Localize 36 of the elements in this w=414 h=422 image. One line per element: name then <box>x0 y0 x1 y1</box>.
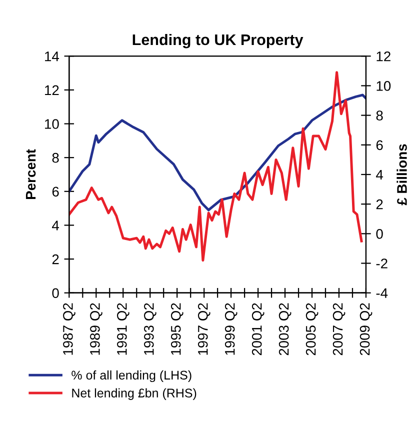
x-tick-label: 2003 Q2 <box>278 303 292 356</box>
y-tick-label: 6 <box>52 186 59 197</box>
x-tick-label: 1993 Q2 <box>144 303 156 355</box>
y-tick-label: 2 <box>52 254 59 264</box>
y2-tick-label: -2 <box>376 258 388 268</box>
x-tick-label: 2007 Q2 <box>332 303 346 356</box>
legend-label: Net lending £bn (RHS) <box>72 388 196 400</box>
y2-tick-label: 8 <box>376 110 383 120</box>
line-series <box>69 71 363 262</box>
line-series <box>69 94 366 212</box>
legend-label: % of all lending (LHS) <box>72 370 192 382</box>
x-tick-label: 1991 Q2 <box>117 303 130 355</box>
y2-tick-label: -4 <box>376 288 388 298</box>
x-tick-label: 1987 Q2 <box>63 303 76 355</box>
x-tick-label: 1995 Q2 <box>170 303 184 355</box>
y-tick-label: 12 <box>45 85 59 95</box>
x-tick-label: 1999 Q2 <box>224 303 238 355</box>
y2-tick-label: 6 <box>376 140 383 150</box>
y-tick-label: 0 <box>52 288 59 298</box>
y-tick-label: 14 <box>45 52 60 62</box>
x-tick-label: 2009 Q2 <box>360 303 372 356</box>
y2-tick-label: 4 <box>376 170 384 180</box>
y2-tick-label: 10 <box>376 81 391 91</box>
y2-tick-label: 2 <box>376 199 383 210</box>
y-axis-title: Percent <box>26 149 36 200</box>
y-tick-label: 4 <box>52 220 60 230</box>
y-tick-label: 8 <box>52 152 59 163</box>
chart-title: Lending to UK Property <box>132 34 304 48</box>
y2-tick-label: 0 <box>376 229 383 239</box>
y-tick-label: 10 <box>45 119 59 129</box>
y2-tick-label: 12 <box>376 51 390 62</box>
x-tick-label: 1997 Q2 <box>198 303 210 355</box>
x-tick-label: 2005 Q2 <box>306 303 318 356</box>
y2-axis-title: £ Billions <box>396 144 407 206</box>
x-tick-label: 2001 Q2 <box>252 303 264 356</box>
x-tick-label: 1989 Q2 <box>90 303 102 355</box>
